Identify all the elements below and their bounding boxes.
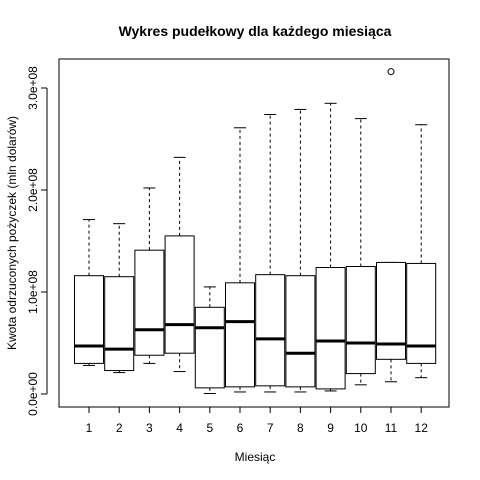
box [285,275,316,388]
x-tick-label: 10 [354,421,368,435]
y-axis: 0.0e+00 1.0e+08 2.0e+08 3.0e+08 [26,66,48,416]
chart-title: Wykres pudełkowy dla każdego miesiąca [119,23,392,39]
box-group [134,187,165,364]
box-group [406,124,437,379]
box-group [164,156,195,373]
box [345,266,376,375]
boxes-layer [74,68,437,394]
y-tick-label: 0.0e+00 [26,372,40,416]
box-group [74,219,104,366]
outlier-point [387,68,395,76]
box [74,275,104,364]
box-group [225,127,255,393]
box [134,249,165,356]
x-axis: 1 2 3 4 5 6 7 8 9 10 11 12 [86,406,429,435]
y-tick-label: 2.0e+08 [26,168,40,212]
box [225,282,255,388]
x-tick-label: 6 [237,421,244,435]
box [406,262,437,364]
x-tick-label: 1 [86,421,93,435]
box-group [376,68,406,383]
x-tick-label: 4 [176,421,183,435]
x-tick-label: 7 [267,421,274,435]
box-group [285,108,316,393]
x-axis-label: Miesiąc [235,450,276,464]
box-group [194,286,225,394]
box-group [104,223,135,374]
y-tick-label: 1.0e+08 [26,270,40,314]
x-tick-label: 8 [297,421,304,435]
y-axis-label: Kwota odrzuconych pożyczek (mln dolarów) [5,116,19,350]
box-group [315,102,346,392]
box-group [345,118,376,386]
x-tick-label: 11 [385,421,398,435]
box [164,235,195,354]
box [104,276,135,372]
box-group [255,114,286,393]
box [255,274,286,387]
x-tick-label: 9 [327,421,334,435]
y-tick-label: 3.0e+08 [26,66,40,110]
x-tick-label: 12 [415,421,429,435]
box [315,267,346,390]
box [194,306,225,389]
x-tick-label: 3 [146,421,153,435]
x-tick-label: 5 [206,421,213,435]
x-tick-label: 2 [116,421,123,435]
